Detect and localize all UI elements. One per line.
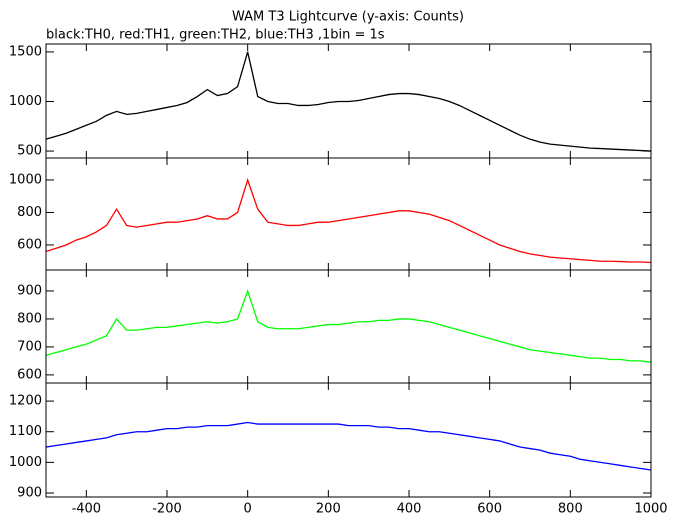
data-line [45, 421, 652, 471]
y-tick-label: 700 [17, 339, 42, 354]
y-tick-label: 1500 [9, 44, 42, 59]
y-tick-label: 1200 [9, 394, 42, 409]
x-tick-label: 400 [397, 502, 422, 515]
chart-title: WAM T3 Lightcurve (y-axis: Counts) [232, 10, 464, 25]
chart-subtitle: black:TH0, red:TH1, green:TH2, blue:TH3 … [46, 28, 385, 43]
data-line [45, 288, 652, 363]
y-tick-label: 800 [17, 311, 42, 326]
y-tick-label: 500 [17, 144, 42, 159]
y-tick-label: 1000 [9, 94, 42, 109]
panel-frame [45, 382, 652, 498]
x-tick-label: 200 [316, 502, 341, 515]
y-tick-label: 1100 [9, 424, 42, 439]
x-tick-label: -200 [152, 502, 182, 515]
y-tick-label: 600 [17, 237, 42, 252]
data-line [45, 177, 652, 264]
x-tick-label: 1000 [634, 502, 667, 515]
x-tick-label: 800 [558, 502, 583, 515]
y-tick-label: 900 [17, 486, 42, 501]
y-tick-label: 600 [17, 367, 42, 382]
y-tick-label: 1000 [9, 172, 42, 187]
y-tick-label: 1000 [9, 455, 42, 470]
x-tick-label: -400 [72, 502, 102, 515]
x-tick-label: 0 [244, 502, 252, 515]
data-line [45, 51, 652, 152]
y-tick-label: 800 [17, 205, 42, 220]
x-tick-label: 600 [477, 502, 502, 515]
y-tick-label: 900 [17, 283, 42, 298]
